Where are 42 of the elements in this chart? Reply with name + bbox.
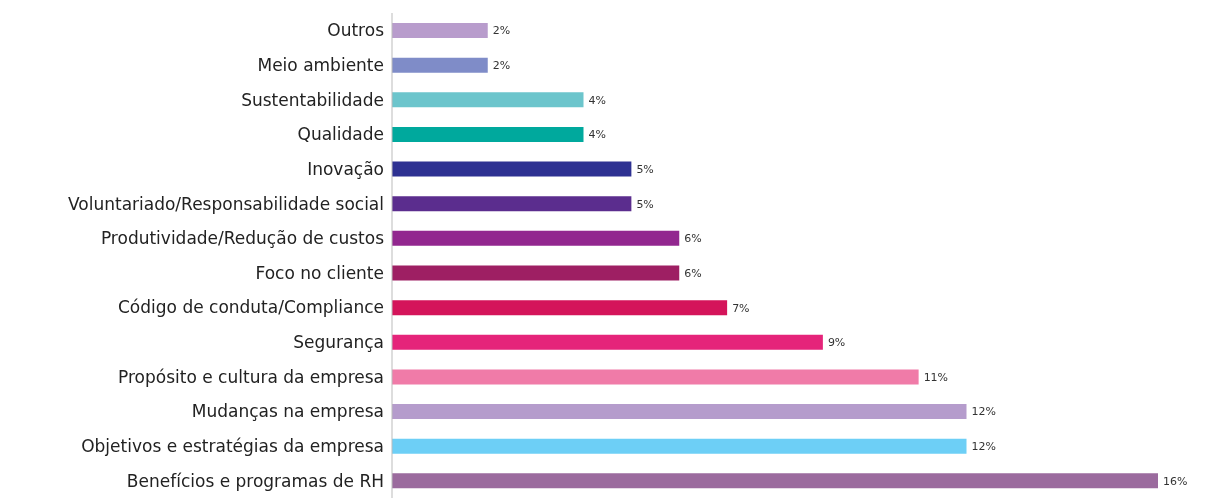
data-label: 4% xyxy=(588,93,606,107)
bar xyxy=(392,126,584,142)
data-label: 2% xyxy=(492,24,511,38)
bar xyxy=(392,57,488,73)
y-tick-label: Voluntariado/Responsabilidade social xyxy=(67,193,384,214)
bar xyxy=(392,334,823,350)
y-tick-label: Sustentabilidade xyxy=(241,89,384,110)
y-tick-label: Propósito e cultura da empresa xyxy=(118,366,384,387)
data-label: 6% xyxy=(684,266,702,280)
bar xyxy=(392,473,1158,489)
data-label: 5% xyxy=(636,162,654,176)
data-label: 6% xyxy=(684,232,702,246)
data-label: 16% xyxy=(1163,474,1188,488)
data-label: 12% xyxy=(971,440,996,454)
y-tick-label: Segurança xyxy=(293,332,384,353)
bar xyxy=(392,23,488,38)
bar xyxy=(392,265,680,281)
data-label: 11% xyxy=(923,370,949,384)
y-tick-label: Objetivos e estratégias da empresa xyxy=(81,436,384,457)
data-label: 4% xyxy=(588,128,606,142)
y-tick-label: Mudanças na empresa xyxy=(191,401,384,422)
bar xyxy=(392,196,632,212)
data-label: 5% xyxy=(636,197,654,211)
y-tick-label: Qualidade xyxy=(297,124,384,145)
y-tick-label: Meio ambiente xyxy=(257,55,384,75)
y-tick-label: Outros xyxy=(327,20,385,41)
y-tick-label: Produtividade/Redução de custos xyxy=(100,228,385,249)
bar xyxy=(392,161,632,177)
y-tick-label: Inovação xyxy=(307,158,384,179)
data-label: 7% xyxy=(732,301,750,315)
y-tick-label: Benefícios e programas de RH xyxy=(126,470,384,491)
y-tick-label: Código de conduta/Compliance xyxy=(118,297,384,318)
y-tick-label: Foco no cliente xyxy=(255,262,384,283)
data-label: 2% xyxy=(492,59,511,73)
bar xyxy=(392,92,584,108)
bar xyxy=(392,369,919,385)
bar xyxy=(392,438,967,454)
bar xyxy=(392,404,967,420)
bar xyxy=(392,300,728,316)
bar xyxy=(392,230,680,246)
data-label: 12% xyxy=(971,405,996,419)
data-label: 9% xyxy=(827,336,846,350)
